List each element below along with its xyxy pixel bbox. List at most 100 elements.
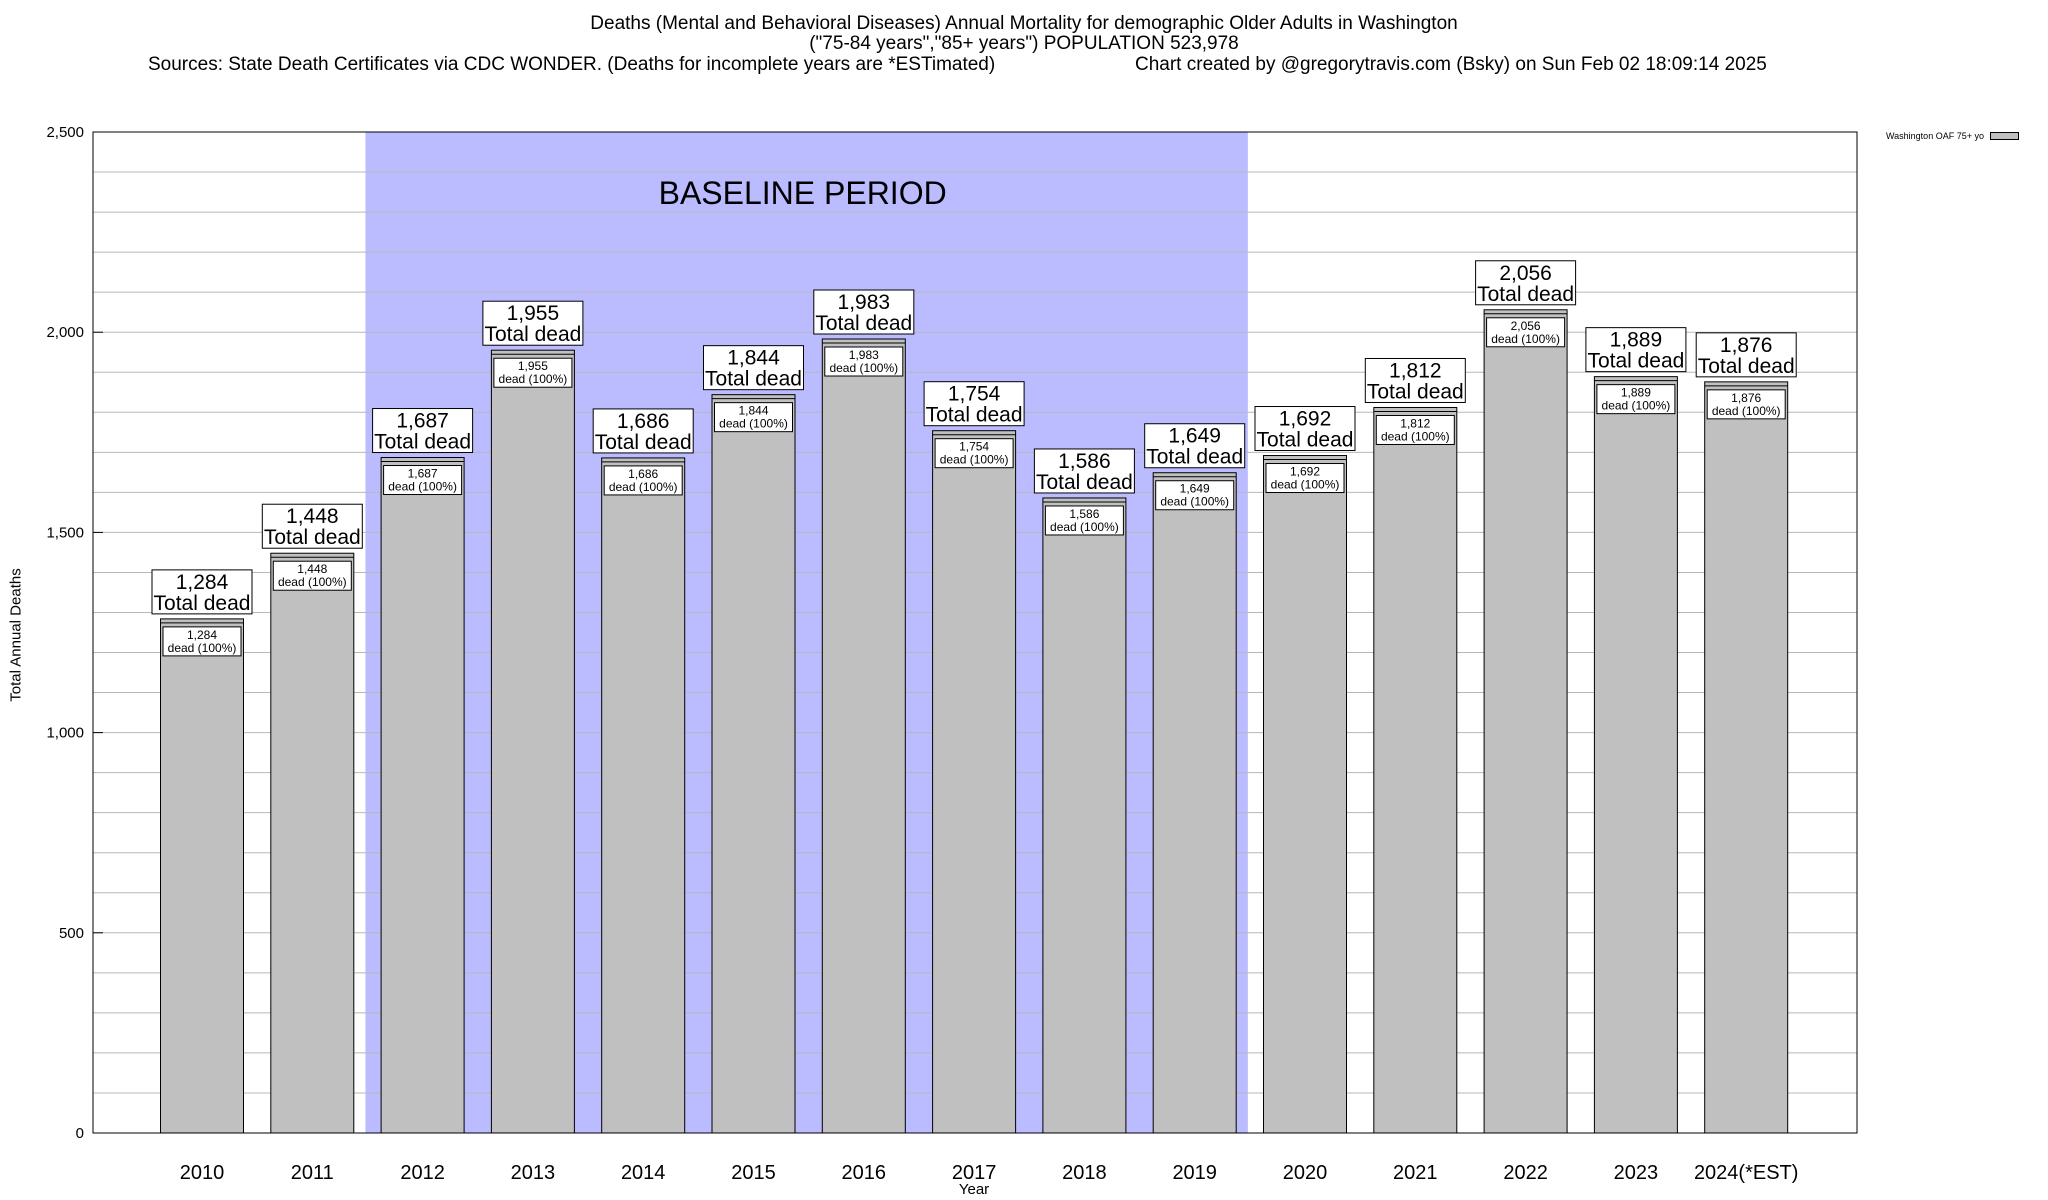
- segment-label-box: [714, 402, 793, 433]
- segment-value-label: 1,649: [1180, 482, 1210, 496]
- bar: [1042, 497, 1127, 1134]
- segment-percent-label: dead (100%): [168, 641, 237, 655]
- total-label-box: [1033, 448, 1135, 494]
- segment-value-label: 1,955: [518, 359, 548, 373]
- segment-percent-label: dead (100%): [1160, 495, 1229, 509]
- segment-label-box: [934, 438, 1014, 469]
- chart-title-block: Deaths (Mental and Behavioral Diseases) …: [0, 14, 2048, 54]
- segment-label-box: [1706, 389, 1786, 420]
- segment-value-label: 1,876: [1731, 391, 1761, 405]
- total-value-label: 1,687: [396, 410, 449, 433]
- total-value-label: 1,955: [507, 302, 560, 325]
- total-label-box: [923, 381, 1025, 427]
- segment-label-box: [603, 465, 683, 496]
- segment-value-label: 1,983: [849, 348, 879, 362]
- x-tick-label: 2020: [1283, 1162, 1328, 1184]
- segment-percent-label: dead (100%): [1602, 399, 1671, 413]
- bar: [1152, 472, 1237, 1134]
- bar: [160, 618, 244, 1134]
- x-tick-label: 2019: [1172, 1162, 1217, 1184]
- bar: [1263, 455, 1347, 1134]
- segment-percent-label: dead (100%): [829, 361, 898, 375]
- segment-label-box: [383, 465, 463, 496]
- segment-value-label: 1,692: [1290, 465, 1320, 479]
- segment-label-box: [1155, 480, 1235, 511]
- bar: [821, 338, 906, 1134]
- segment-label-box: [1486, 317, 1566, 348]
- bar: [601, 457, 686, 1134]
- segment-percent-label: dead (100%): [278, 575, 347, 589]
- total-label-box: [372, 408, 474, 454]
- bar: [932, 430, 1017, 1134]
- x-tick-label: 2014: [621, 1162, 666, 1184]
- total-label-box: [703, 345, 804, 391]
- y-tick-label: 500: [59, 925, 84, 942]
- segment-percent-label: dead (100%): [499, 372, 568, 386]
- x-axis-label: Year: [958, 1181, 990, 1198]
- total-dead-label: Total dead: [705, 368, 802, 391]
- segment-label-box: [1044, 505, 1124, 536]
- bar: [711, 394, 796, 1134]
- x-tick-label: 2023: [1614, 1162, 1659, 1184]
- total-value-label: 1,586: [1058, 450, 1111, 473]
- y-tick-label: 2,500: [46, 124, 84, 141]
- total-label-box: [1695, 332, 1797, 378]
- segment-value-label: 1,687: [408, 467, 438, 481]
- total-label-box: [592, 408, 694, 454]
- segment-value-label: 1,844: [738, 404, 768, 418]
- total-dead-label: Total dead: [595, 431, 692, 454]
- segment-value-label: 1,686: [628, 467, 658, 481]
- segment-percent-label: dead (100%): [1491, 332, 1560, 346]
- total-value-label: 1,812: [1389, 359, 1442, 382]
- bar: [1373, 406, 1458, 1134]
- x-tick-label: 2012: [400, 1162, 445, 1184]
- total-dead-label: Total dead: [374, 431, 471, 454]
- legend-swatch: [1989, 132, 2019, 140]
- total-label-box: [151, 569, 253, 615]
- total-value-label: 1,844: [727, 347, 780, 370]
- x-tick-label: 2011: [291, 1162, 334, 1184]
- total-value-label: 1,692: [1279, 408, 1332, 431]
- y-tick-label: 0: [76, 1125, 84, 1142]
- chart-title: Deaths (Mental and Behavioral Diseases) …: [590, 13, 1458, 34]
- total-dead-label: Total dead: [1036, 471, 1133, 494]
- x-tick-label: 2018: [1062, 1162, 1107, 1184]
- total-dead-label: Total dead: [1146, 446, 1243, 469]
- total-label-box: [1585, 327, 1687, 373]
- total-label-box: [482, 300, 584, 346]
- total-label-box: [1364, 357, 1466, 403]
- bar: [270, 552, 355, 1134]
- total-value-label: 1,876: [1720, 334, 1773, 357]
- y-tick-label: 1,500: [46, 524, 84, 541]
- segment-label-box: [824, 346, 904, 377]
- total-dead-label: Total dead: [1257, 429, 1354, 452]
- total-dead-label: Total dead: [926, 404, 1023, 427]
- segment-value-label: 1,586: [1069, 507, 1099, 521]
- total-dead-label: Total dead: [484, 323, 581, 346]
- bar: [1704, 381, 1789, 1134]
- y-tick-label: 2,000: [46, 324, 84, 341]
- segment-percent-label: dead (100%): [940, 453, 1009, 467]
- total-value-label: 1,284: [176, 571, 229, 594]
- segment-percent-label: dead (100%): [1271, 478, 1340, 492]
- x-tick-label: 2010: [180, 1162, 225, 1184]
- plot-frame: [92, 131, 1858, 1134]
- total-label-box: [261, 503, 363, 549]
- segment-value-label: 1,812: [1400, 416, 1430, 430]
- total-dead-label: Total dead: [1477, 283, 1574, 306]
- total-label-box: [1254, 406, 1356, 452]
- total-value-label: 2,056: [1499, 262, 1552, 285]
- segment-label-box: [1596, 384, 1676, 415]
- total-label-box: [1475, 260, 1577, 306]
- total-dead-label: Total dead: [154, 592, 251, 615]
- x-tick-label: 2013: [511, 1162, 556, 1184]
- chart-subtitle: ("75-84 years","85+ years") POPULATION 5…: [809, 33, 1239, 54]
- segment-value-label: 1,889: [1621, 386, 1651, 400]
- total-value-label: 1,649: [1168, 425, 1221, 448]
- segment-value-label: 1,448: [297, 562, 327, 576]
- segment-label-box: [493, 357, 573, 388]
- legend: Washington OAF 75+ yo: [1886, 131, 2019, 141]
- total-value-label: 1,889: [1610, 329, 1663, 352]
- segment-percent-label: dead (100%): [1381, 429, 1450, 443]
